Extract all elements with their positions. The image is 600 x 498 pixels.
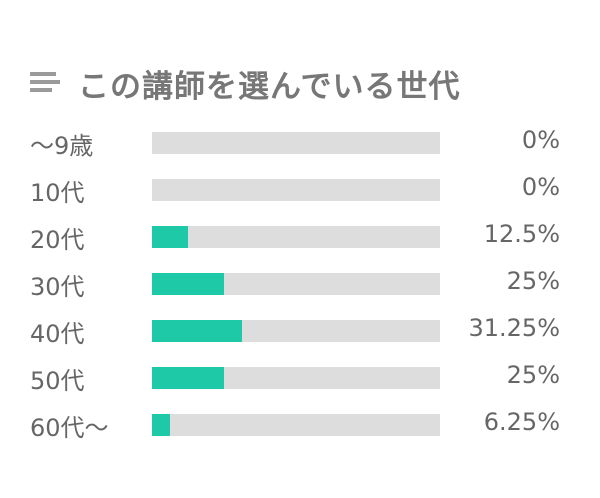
value-label: 31.25% (468, 314, 560, 342)
category-label: 60代〜 (30, 414, 109, 442)
bar-track (152, 320, 440, 342)
bar-row: 10代 0% (0, 167, 600, 214)
category-label: 20代 (30, 226, 85, 254)
bar (152, 273, 224, 295)
bar-row: 40代 31.25% (0, 308, 600, 355)
value-label: 6.25% (483, 408, 560, 436)
value-label: 0% (521, 173, 560, 201)
chart-title: この講師を選んでいる世代 (78, 68, 461, 105)
bar-row: 20代 12.5% (0, 214, 600, 261)
section-header: この講師を選んでいる世代 (30, 58, 460, 108)
bar-row: 30代 25% (0, 261, 600, 308)
bar-track (152, 226, 440, 248)
list-icon (30, 71, 64, 95)
bar (152, 414, 170, 436)
bar (152, 320, 242, 342)
bar-track (152, 414, 440, 436)
category-label: 40代 (30, 320, 85, 348)
value-label: 12.5% (483, 220, 560, 248)
bar-track (152, 367, 440, 389)
bar-track (152, 179, 440, 201)
bar-row: 50代 25% (0, 355, 600, 402)
bar-row: 〜9歳 0% (0, 120, 600, 167)
bar-row: 60代〜 6.25% (0, 402, 600, 449)
category-label: 〜9歳 (30, 132, 94, 160)
value-label: 25% (506, 361, 560, 389)
bar-track (152, 273, 440, 295)
category-label: 50代 (30, 367, 85, 395)
category-label: 10代 (30, 179, 85, 207)
bar-track (152, 132, 440, 154)
value-label: 0% (521, 126, 560, 154)
category-label: 30代 (30, 273, 85, 301)
age-distribution-chart: 〜9歳 0% 10代 0% 20代 12.5% 30代 25% 40代 31.25% 50代 25% 6… (0, 120, 600, 449)
bar (152, 367, 224, 389)
bar (152, 226, 188, 248)
value-label: 25% (506, 267, 560, 295)
